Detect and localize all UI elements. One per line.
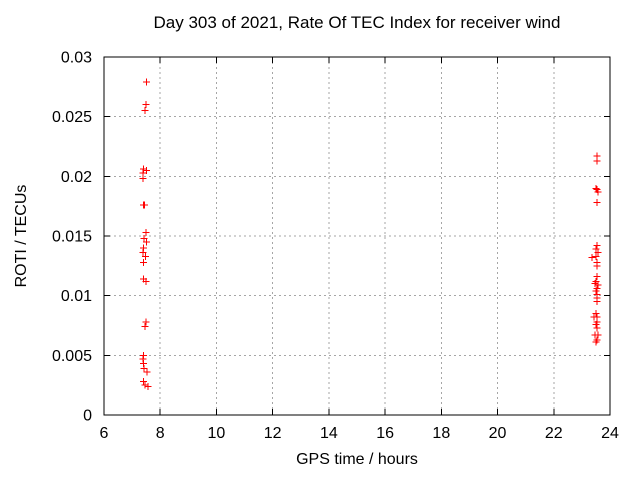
x-tick-label: 22 — [545, 425, 563, 442]
data-point — [142, 228, 150, 236]
data-point — [594, 281, 602, 289]
y-tick-label: 0.01 — [61, 288, 92, 305]
data-points — [139, 78, 602, 390]
data-point — [594, 188, 602, 196]
data-point — [593, 199, 601, 207]
data-point — [590, 313, 598, 321]
data-point — [140, 234, 148, 242]
data-point — [139, 360, 147, 368]
data-point — [139, 169, 147, 177]
y-tick-labels: 0 0.005 0.01 0.015 0.02 0.025 0.03 — [52, 50, 92, 425]
data-point — [140, 364, 148, 372]
x-tick-labels: 6 8 10 12 14 16 18 20 22 24 — [100, 425, 619, 442]
data-point — [139, 249, 147, 257]
x-tick-label: 6 — [100, 425, 109, 442]
grid-lines — [104, 57, 610, 415]
y-tick-label: 0.03 — [61, 50, 92, 67]
data-point — [141, 107, 149, 115]
data-point — [139, 355, 147, 363]
data-point — [143, 368, 151, 376]
data-point — [142, 101, 150, 109]
tick-marks — [103, 56, 611, 416]
x-tick-label: 12 — [264, 425, 282, 442]
data-point — [592, 310, 600, 318]
data-point — [142, 277, 150, 285]
data-point — [594, 249, 602, 257]
data-point — [593, 262, 601, 270]
data-point — [139, 175, 147, 183]
data-point — [139, 378, 147, 386]
data-point — [592, 287, 600, 295]
y-tick-label: 0.015 — [52, 229, 92, 246]
data-point — [593, 157, 601, 165]
data-point — [142, 318, 150, 326]
x-tick-label: 10 — [208, 425, 226, 442]
data-point — [592, 252, 600, 260]
data-point — [593, 273, 601, 281]
data-point — [141, 381, 149, 389]
data-point — [592, 338, 600, 346]
data-point — [142, 238, 150, 246]
data-point — [593, 242, 601, 250]
data-point — [588, 253, 596, 261]
data-point — [141, 323, 149, 331]
x-tick-label: 24 — [601, 425, 619, 442]
data-point — [144, 382, 152, 390]
y-tick-label: 0.005 — [52, 348, 92, 365]
x-tick-label: 8 — [156, 425, 165, 442]
data-point — [593, 298, 601, 306]
x-axis-label: GPS time / hours — [296, 451, 418, 468]
data-point — [592, 320, 600, 328]
data-point — [141, 252, 149, 260]
x-tick-label: 20 — [489, 425, 507, 442]
data-point — [143, 78, 151, 86]
data-point — [592, 245, 600, 253]
data-point — [591, 280, 599, 288]
data-point — [139, 258, 147, 266]
x-tick-label: 16 — [376, 425, 394, 442]
data-point — [593, 324, 601, 332]
data-point — [592, 184, 600, 192]
chart-title: Day 303 of 2021, Rate Of TEC Index for r… — [153, 13, 561, 32]
data-point — [140, 201, 148, 209]
x-tick-label: 18 — [432, 425, 450, 442]
data-point — [594, 331, 602, 339]
y-tick-label: 0.025 — [52, 109, 92, 126]
y-tick-label: 0 — [83, 408, 92, 425]
x-tick-label: 14 — [320, 425, 338, 442]
data-point — [139, 351, 147, 359]
y-tick-label: 0.02 — [61, 169, 92, 186]
